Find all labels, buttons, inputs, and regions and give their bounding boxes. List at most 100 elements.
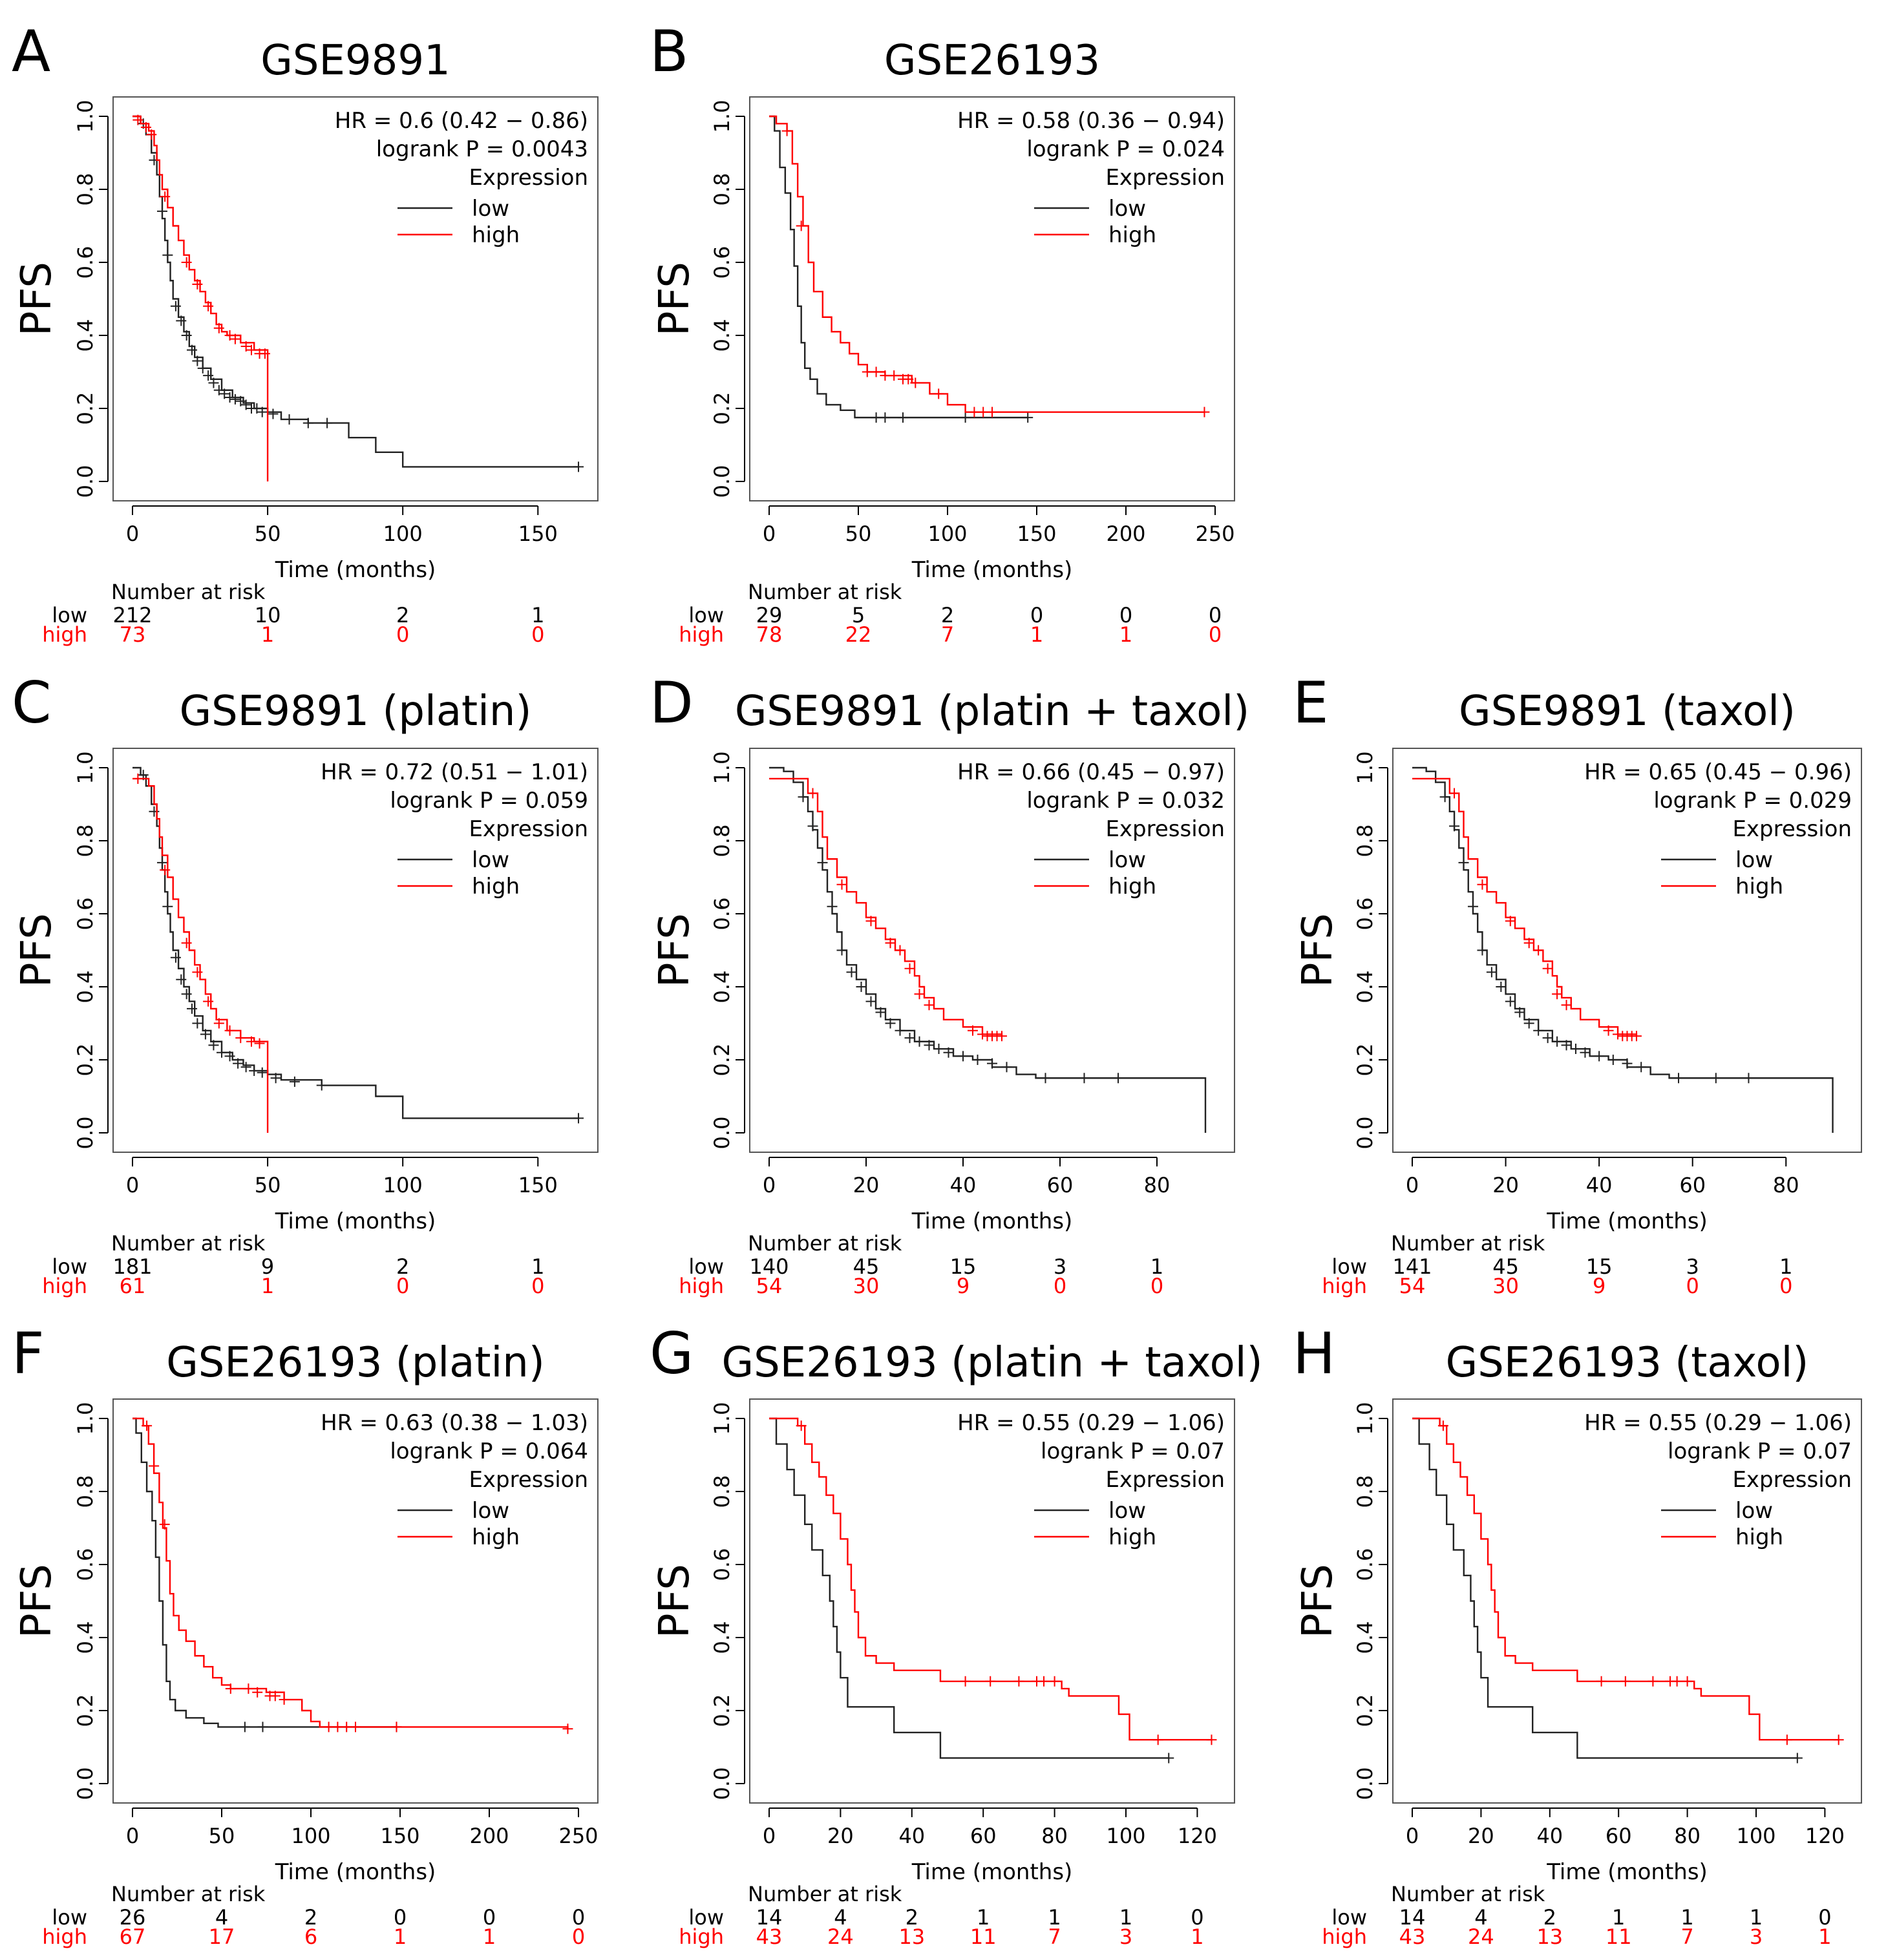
censor-mark-high — [1833, 1734, 1844, 1745]
risk-count-high: 9 — [1593, 1274, 1606, 1298]
legend-label-low: low — [472, 847, 509, 873]
risk-count-high: 78 — [756, 622, 783, 647]
censor-mark-low — [1533, 1025, 1544, 1036]
risk-row-label-low: low — [688, 603, 724, 627]
censor-mark-high — [933, 388, 944, 399]
panel-letter: E — [1293, 669, 1329, 736]
y-tick-label: 0.0 — [73, 1767, 98, 1800]
risk-count-low: 15 — [1586, 1254, 1613, 1279]
risk-count-low: 3 — [1686, 1254, 1699, 1279]
censor-mark-low — [203, 370, 214, 381]
legend-title: Expression — [469, 165, 588, 191]
risk-title: Number at risk — [748, 1231, 902, 1256]
risk-count-high: 1 — [1119, 622, 1132, 647]
risk-count-low: 2 — [304, 1905, 317, 1930]
censor-mark-high — [1449, 788, 1460, 799]
censor-mark-high — [224, 330, 235, 341]
risk-count-high: 6 — [304, 1924, 317, 1949]
risk-count-high: 11 — [970, 1924, 997, 1949]
risk-row-label-low: low — [688, 1254, 724, 1279]
censor-mark-high — [889, 370, 900, 381]
risk-count-high: 1 — [483, 1924, 496, 1949]
risk-count-high: 0 — [396, 622, 409, 647]
y-tick-label: 0.2 — [73, 1044, 98, 1077]
censor-mark-high — [836, 879, 847, 890]
x-tick-label: 120 — [1178, 1824, 1217, 1848]
km-curve-high — [769, 777, 1003, 1037]
x-tick-label: 100 — [1736, 1824, 1775, 1848]
x-axis-label: Time (months) — [1546, 1859, 1708, 1885]
censor-mark-high — [1533, 945, 1544, 956]
y-tick-label: 0.2 — [1353, 1044, 1377, 1077]
risk-row-label-low: low — [1331, 1254, 1367, 1279]
series-low — [1412, 766, 1834, 1133]
series-high — [132, 773, 269, 1133]
y-tick-label: 0.8 — [73, 825, 98, 858]
censor-mark-low — [192, 1018, 203, 1029]
risk-row-label-low: low — [52, 1254, 87, 1279]
y-tick-label: 0.6 — [73, 246, 98, 279]
panel-f: F GSE26193 (platin)0.00.20.40.60.81.0PFS0… — [12, 1320, 599, 1949]
censor-mark-high — [1049, 1676, 1060, 1687]
censor-mark-low — [1636, 1062, 1647, 1073]
risk-count-low: 0 — [1191, 1905, 1203, 1930]
censor-mark-high — [243, 1683, 254, 1694]
risk-row-label-high: high — [679, 1924, 724, 1949]
risk-row-label-high: high — [1322, 1924, 1367, 1949]
x-tick-label: 60 — [1679, 1173, 1706, 1197]
x-tick-label: 100 — [291, 1824, 330, 1848]
x-tick-label: 60 — [970, 1824, 997, 1848]
y-tick-label: 1.0 — [73, 1402, 98, 1435]
risk-count-high: 7 — [1048, 1924, 1061, 1949]
y-axis-label: PFS — [651, 1564, 699, 1638]
censor-mark-high — [213, 322, 224, 333]
y-tick-label: 1.0 — [1353, 1402, 1377, 1435]
censor-mark-high — [1437, 1420, 1448, 1431]
censor-mark-high — [240, 341, 251, 352]
legend-label-low: low — [1108, 1498, 1146, 1524]
x-axis-label: Time (months) — [275, 1208, 436, 1234]
y-tick-label: 0.4 — [710, 971, 734, 1004]
risk-count-low: 1 — [1150, 1254, 1163, 1279]
y-tick-label: 1.0 — [710, 100, 734, 133]
risk-count-low: 29 — [756, 603, 783, 627]
legend-label-high: high — [472, 1524, 520, 1550]
risk-count-high: 0 — [531, 1274, 544, 1298]
risk-row-label-low: low — [688, 1905, 724, 1930]
risk-count-low: 1 — [531, 603, 544, 627]
risk-title: Number at risk — [1391, 1231, 1545, 1256]
censor-mark-high — [862, 366, 873, 377]
x-axis-label: Time (months) — [275, 557, 436, 583]
y-tick-label: 0.2 — [73, 1694, 98, 1727]
risk-count-low: 0 — [572, 1905, 585, 1930]
y-tick-label: 0.6 — [710, 1548, 734, 1581]
censor-mark-high — [142, 1420, 153, 1431]
x-tick-label: 50 — [255, 522, 281, 546]
risk-count-low: 1 — [1612, 1905, 1625, 1930]
risk-count-high: 24 — [827, 1924, 854, 1949]
censor-mark-high — [1206, 1734, 1217, 1745]
legend-label-high: high — [1108, 1524, 1156, 1550]
censor-mark-low — [960, 412, 971, 423]
y-tick-label: 0.8 — [710, 1475, 734, 1508]
x-tick-label: 150 — [380, 1824, 419, 1848]
censor-mark-low — [1486, 967, 1497, 978]
censor-mark-low — [1607, 1055, 1618, 1065]
series-high — [132, 114, 270, 481]
hr-text: HR = 0.63 (0.38 − 1.03) — [321, 1410, 588, 1436]
legend-label-high: high — [472, 222, 520, 248]
censor-mark-low — [170, 300, 181, 311]
risk-count-high: 13 — [898, 1924, 925, 1949]
risk-count-low: 14 — [1399, 1905, 1426, 1930]
y-tick-label: 0.0 — [73, 1117, 98, 1150]
x-tick-label: 20 — [1492, 1173, 1519, 1197]
risk-count-low: 0 — [483, 1905, 496, 1930]
risk-count-high: 0 — [1779, 1274, 1792, 1298]
km-curve-high — [769, 115, 1205, 413]
risk-count-low: 0 — [394, 1905, 407, 1930]
risk-count-high: 0 — [396, 1274, 409, 1298]
km-curve-high — [1412, 1417, 1839, 1741]
